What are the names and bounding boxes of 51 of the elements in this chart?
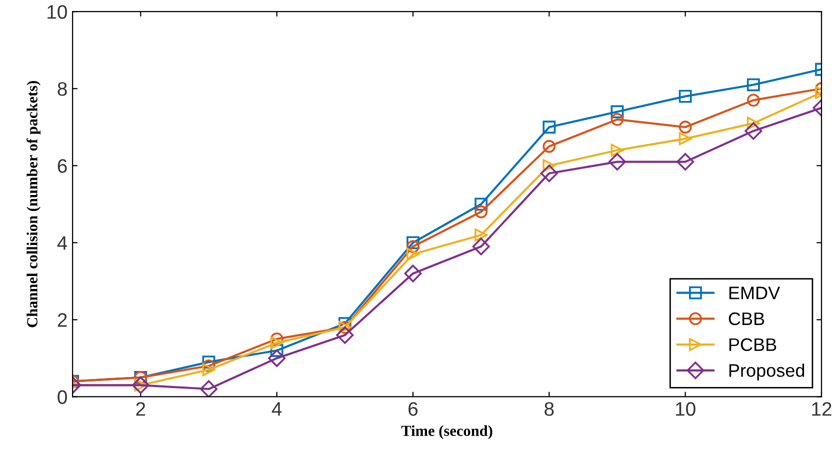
y-tick-label: 6 bbox=[58, 159, 67, 173]
point bbox=[610, 105, 624, 118]
point bbox=[744, 122, 762, 140]
x-tick-label: 2 bbox=[136, 402, 146, 416]
y-tick-label: 2 bbox=[58, 313, 67, 327]
x-tick-label: 6 bbox=[408, 402, 418, 416]
legend-label: Proposed bbox=[729, 364, 804, 380]
x-axis-title: Time (second) bbox=[401, 425, 492, 440]
x-tick-label: 4 bbox=[272, 402, 282, 416]
point bbox=[268, 349, 286, 367]
y-tick-label: 10 bbox=[48, 5, 67, 19]
x-tick-label: 8 bbox=[544, 402, 554, 416]
point bbox=[678, 90, 692, 103]
x-tick-label: 12 bbox=[812, 402, 832, 416]
point bbox=[406, 240, 420, 253]
point bbox=[540, 164, 558, 182]
x-tick-label: 10 bbox=[676, 402, 696, 416]
point bbox=[202, 356, 216, 369]
point bbox=[200, 380, 218, 397]
point bbox=[406, 236, 420, 250]
point bbox=[542, 159, 556, 172]
point bbox=[746, 94, 760, 107]
point bbox=[270, 336, 284, 350]
point bbox=[336, 326, 354, 344]
point bbox=[608, 153, 626, 171]
point bbox=[542, 120, 556, 134]
y-tick-label: 4 bbox=[57, 236, 68, 250]
legend-label: EMDV bbox=[729, 286, 780, 300]
legend-label: CBB bbox=[728, 312, 764, 326]
point bbox=[270, 332, 284, 346]
point bbox=[202, 359, 216, 372]
point bbox=[676, 153, 694, 171]
point bbox=[746, 116, 760, 130]
point bbox=[746, 78, 760, 92]
point bbox=[474, 228, 488, 242]
point bbox=[270, 344, 284, 357]
y-axis-title: Channel collision (number of packets) bbox=[26, 81, 41, 328]
point bbox=[610, 144, 624, 157]
point bbox=[472, 238, 490, 256]
point bbox=[474, 205, 488, 218]
point bbox=[404, 264, 422, 282]
point bbox=[678, 120, 692, 134]
legend-label: PCBB bbox=[729, 338, 776, 352]
point bbox=[542, 140, 556, 153]
point bbox=[474, 198, 488, 211]
point bbox=[406, 248, 420, 261]
point bbox=[610, 112, 624, 126]
point bbox=[202, 363, 216, 376]
y-tick-label: 8 bbox=[58, 82, 67, 96]
point bbox=[678, 132, 692, 146]
y-tick-label: 0 bbox=[58, 390, 67, 404]
